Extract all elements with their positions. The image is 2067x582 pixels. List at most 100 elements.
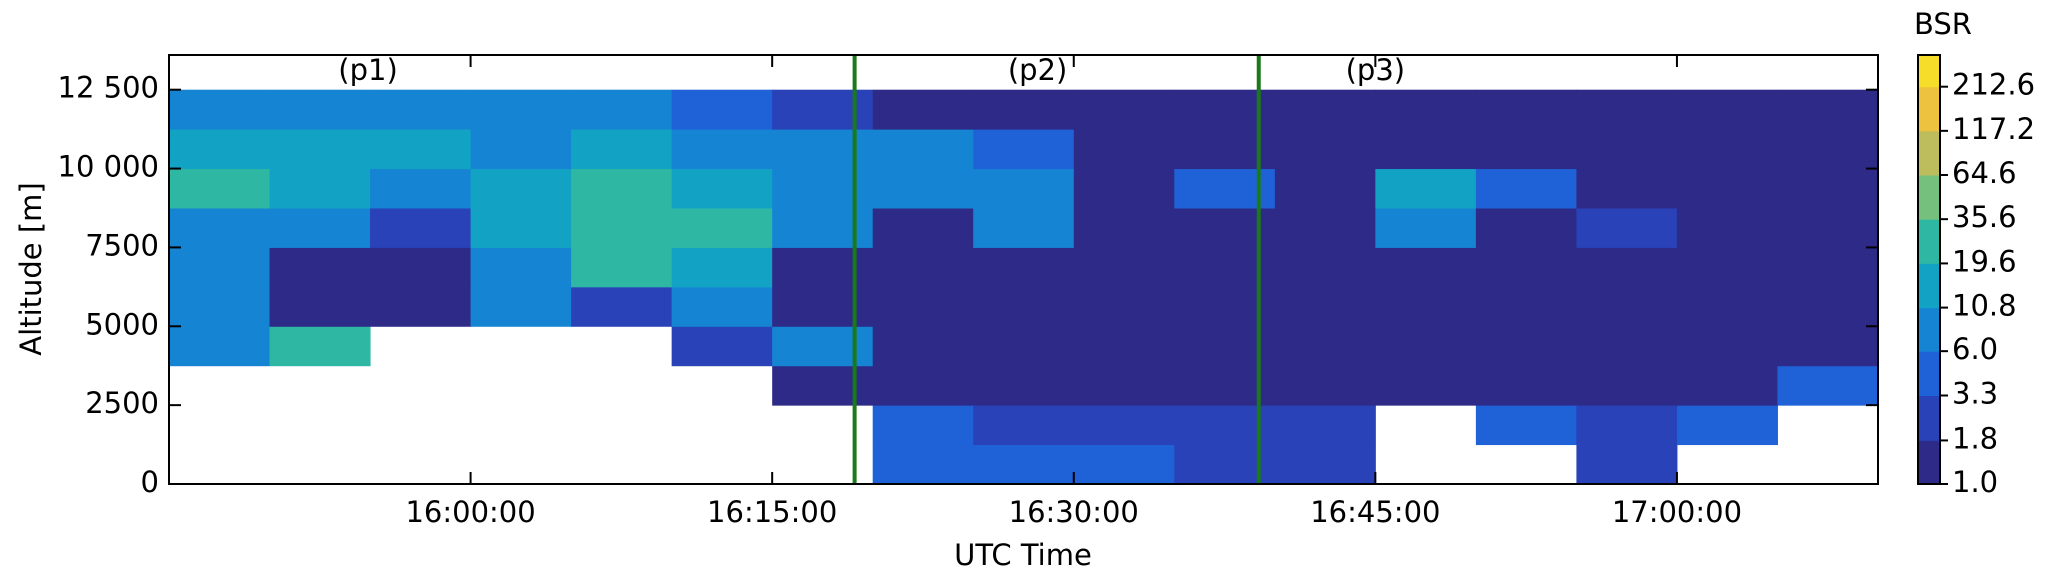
heatmap-cell — [973, 365, 1075, 406]
heatmap-cell — [1375, 89, 1477, 130]
x-tick-label: 16:45:00 — [1310, 495, 1440, 529]
heatmap-cell — [169, 168, 271, 209]
heatmap-cell — [1576, 129, 1678, 170]
heatmap-cell — [1274, 247, 1376, 288]
heatmap-cell — [370, 89, 472, 130]
heatmap-cell — [1375, 286, 1477, 327]
colorbar-tick-label: 6.0 — [1952, 332, 1998, 366]
colorbar-band — [1918, 440, 1940, 485]
heatmap-cell — [1475, 365, 1577, 406]
heatmap-cell — [1576, 168, 1678, 209]
heatmap-cell — [571, 89, 673, 130]
y-tick-label: 2500 — [85, 386, 159, 420]
heatmap-cell — [370, 286, 472, 327]
heatmap-cell — [872, 129, 974, 170]
heatmap-cell — [1375, 326, 1477, 367]
heatmap-cell — [671, 286, 773, 327]
heatmap-cell — [1576, 326, 1678, 367]
heatmap-cell — [973, 89, 1075, 130]
y-tick-label: 0 — [141, 465, 159, 499]
heatmap-cell — [1777, 365, 1879, 406]
heatmap-cell — [1777, 129, 1879, 170]
y-tick-label: 7500 — [85, 228, 159, 262]
colorbar-frame — [1917, 54, 1941, 485]
heatmap-cell — [1576, 247, 1678, 288]
heatmap-cell — [973, 168, 1075, 209]
heatmap-cell — [1676, 129, 1778, 170]
colorbar-tick-label: 35.6 — [1952, 200, 2017, 234]
colorbar-band — [1918, 307, 1940, 352]
heatmap-cell — [671, 89, 773, 130]
heatmap-cell — [1274, 365, 1376, 406]
heatmap-cell — [671, 129, 773, 170]
heatmap-cell — [1576, 89, 1678, 130]
heatmap-cell — [1475, 326, 1577, 367]
heatmap-cell — [470, 207, 572, 248]
heatmap-cell — [1676, 207, 1778, 248]
y-tick-label: 10 000 — [58, 150, 159, 184]
x-tick-label: 16:30:00 — [1009, 495, 1139, 529]
heatmap-cell — [872, 444, 974, 485]
x-tick-label: 16:00:00 — [405, 495, 535, 529]
heatmap-cell — [772, 365, 874, 406]
heatmap-cell — [973, 286, 1075, 327]
heatmap-cell — [872, 207, 974, 248]
heatmap-cell — [1576, 444, 1678, 485]
heatmap-cell — [1073, 405, 1175, 446]
heatmap-cell — [772, 286, 874, 327]
heatmap-cell — [169, 286, 271, 327]
heatmap-cell — [1475, 168, 1577, 209]
y-axis-label: Altitude [m] — [14, 182, 48, 355]
heatmap-cell — [772, 89, 874, 130]
heatmap-cell — [1777, 168, 1879, 209]
heatmap-cell — [1777, 207, 1879, 248]
heatmap-cell — [1073, 326, 1175, 367]
heatmap-cell — [872, 365, 974, 406]
heatmap-cell — [370, 168, 472, 209]
heatmap-cell — [1475, 207, 1577, 248]
heatmap-cell — [571, 247, 673, 288]
heatmap-cell — [1375, 168, 1477, 209]
colorbar-band — [1918, 130, 1940, 176]
heatmap-cell — [470, 129, 572, 170]
heatmap-cell — [671, 168, 773, 209]
heatmap-cell — [370, 207, 472, 248]
colorbar-band — [1918, 174, 1940, 220]
heatmap-cell — [269, 247, 371, 288]
heatmap-cell — [1676, 168, 1778, 209]
heatmap-cell — [671, 326, 773, 367]
heatmap-cell — [370, 129, 472, 170]
colorbar-label: BSR — [1914, 7, 1972, 41]
heatmap-cell — [1073, 247, 1175, 288]
heatmap-cell — [1274, 286, 1376, 327]
heatmap-cell — [973, 129, 1075, 170]
x-axis-label: UTC Time — [954, 538, 1092, 572]
heatmap-cell — [470, 247, 572, 288]
colorbar-tick-label: 64.6 — [1952, 156, 2017, 190]
heatmap-cell — [1475, 89, 1577, 130]
colorbar-tick-label: 19.6 — [1952, 244, 2017, 278]
heatmap-cell — [571, 129, 673, 170]
heatmap-cell — [1777, 89, 1879, 130]
heatmap-cell — [1576, 405, 1678, 446]
plot-frame — [168, 54, 1879, 485]
y-tick-label: 5000 — [85, 307, 159, 341]
heatmap-cell — [872, 326, 974, 367]
heatmap-cell — [1676, 405, 1778, 446]
heatmap-cell — [973, 207, 1075, 248]
heatmap-cell — [1375, 207, 1477, 248]
heatmap-cell — [1274, 207, 1376, 248]
heatmap-cell — [1475, 247, 1577, 288]
heatmap-cell — [470, 286, 572, 327]
colorbar-band — [1918, 86, 1940, 132]
colorbar-band — [1918, 395, 1940, 441]
heatmap-cell — [1073, 207, 1175, 248]
heatmap-cell — [1576, 365, 1678, 406]
colorbar-band — [1918, 351, 1940, 396]
heatmap-cell — [269, 286, 371, 327]
heatmap-cell — [1777, 247, 1879, 288]
heatmap-cell — [269, 207, 371, 248]
heatmap-cell — [169, 326, 271, 367]
heatmap-cell — [973, 444, 1075, 485]
heatmap-cell — [571, 168, 673, 209]
